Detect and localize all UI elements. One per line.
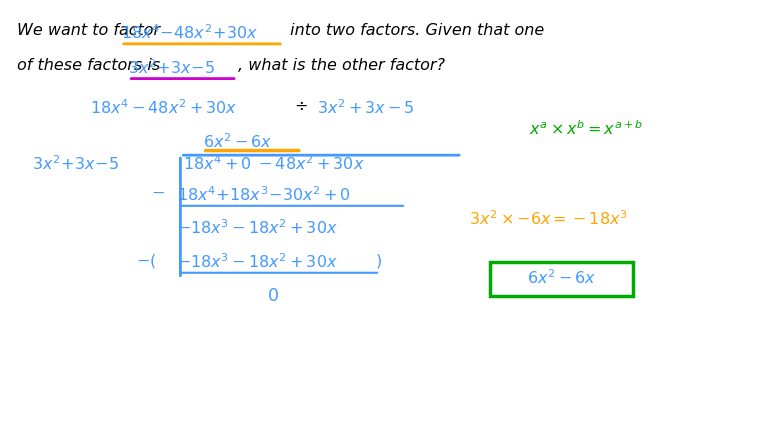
Text: of these factors is: of these factors is bbox=[17, 58, 166, 73]
Text: $18x^4\!-\!48x^2\!+\!30x$: $18x^4\!-\!48x^2\!+\!30x$ bbox=[121, 23, 258, 42]
Text: $-($: $-($ bbox=[136, 251, 156, 269]
Text: $x^a \times x^b = x^{a+b}$: $x^a \times x^b = x^{a+b}$ bbox=[529, 119, 643, 138]
Text: $6x^2 - 6x$: $6x^2 - 6x$ bbox=[203, 132, 272, 150]
Text: , what is the other factor?: , what is the other factor? bbox=[239, 58, 445, 73]
Text: $3x^2\!+\!3x\!-\!5$: $3x^2\!+\!3x\!-\!5$ bbox=[128, 58, 216, 76]
Text: $18x^4\!+\!18x^3\!-\!30x^2 + 0$: $18x^4\!+\!18x^3\!-\!30x^2 + 0$ bbox=[177, 184, 351, 203]
Text: $18x^4 + 0 \;-48x^2 + 30x$: $18x^4 + 0 \;-48x^2 + 30x$ bbox=[183, 154, 365, 173]
Text: $0$: $0$ bbox=[267, 286, 279, 304]
Text: We want to factor: We want to factor bbox=[17, 23, 166, 38]
Text: $3x^2 \times {-6x} = -18x^3$: $3x^2 \times {-6x} = -18x^3$ bbox=[470, 209, 628, 227]
Text: $3x^2\!+\!3x\!-\!5$: $3x^2\!+\!3x\!-\!5$ bbox=[32, 154, 119, 173]
Text: $)$: $)$ bbox=[375, 251, 382, 269]
Text: $\div$: $\div$ bbox=[294, 98, 308, 113]
Text: $-18x^3 - 18x^2 + 30x$: $-18x^3 - 18x^2 + 30x$ bbox=[177, 218, 338, 237]
Text: $-18x^3 - 18x^2 + 30x$: $-18x^3 - 18x^2 + 30x$ bbox=[177, 251, 338, 270]
Text: $-$: $-$ bbox=[150, 184, 164, 199]
Bar bbox=[490, 262, 633, 296]
Text: $6x^2 - 6x$: $6x^2 - 6x$ bbox=[527, 268, 597, 287]
Text: into two factors. Given that one: into two factors. Given that one bbox=[285, 23, 544, 38]
Text: $3x^2 + 3x - 5$: $3x^2 + 3x - 5$ bbox=[317, 98, 414, 117]
Text: $18x^4 - 48x^2 + 30x$: $18x^4 - 48x^2 + 30x$ bbox=[90, 98, 237, 117]
